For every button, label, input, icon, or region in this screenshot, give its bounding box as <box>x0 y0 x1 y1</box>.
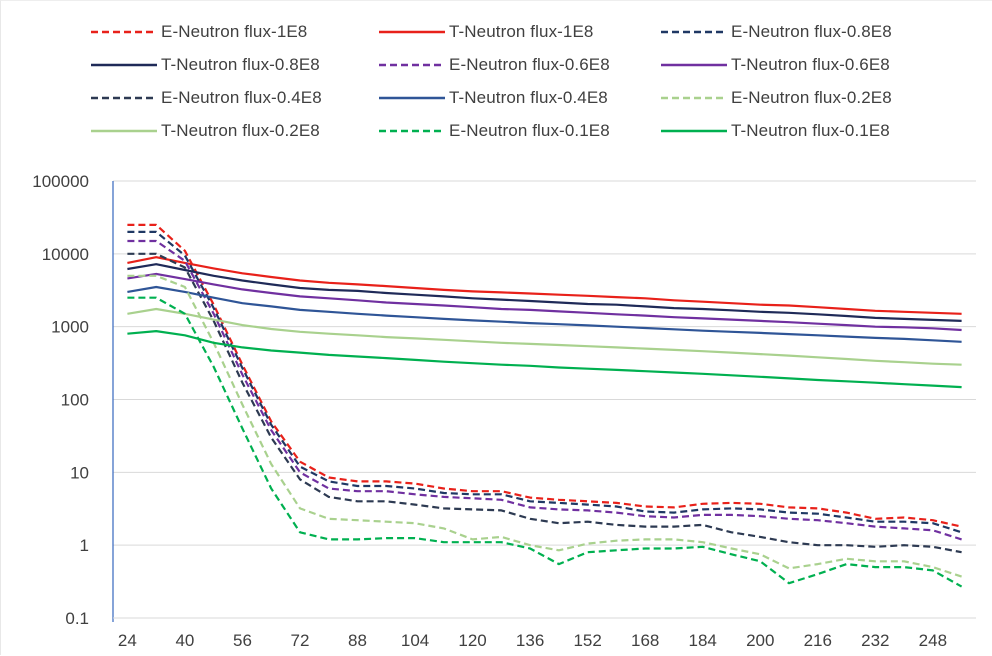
x-tick-label: 216 <box>804 631 832 650</box>
legend-label: E-Neutron flux-0.2E8 <box>731 88 892 107</box>
legend-swatch <box>661 30 727 34</box>
x-tick-label: 104 <box>401 631 429 650</box>
legend-item: E-Neutron flux-0.8E8 <box>661 20 892 44</box>
x-tick-label: 72 <box>291 631 310 650</box>
series-line-t-neutron-flux-0-1e8 <box>127 330 962 389</box>
y-tick-label: 10000 <box>42 245 89 264</box>
legend-item: T-Neutron flux-0.6E8 <box>661 53 890 77</box>
legend-swatch <box>379 129 445 133</box>
legend-label: E-Neutron flux-1E8 <box>161 22 308 41</box>
x-tick-label: 232 <box>861 631 889 650</box>
legend-swatch <box>91 129 157 133</box>
legend-label: E-Neutron flux-0.8E8 <box>731 22 892 41</box>
legend: E-Neutron flux-1E8 T-Neutron flux-1E8 E-Ne… <box>1 1 992 171</box>
legend-item: E-Neutron flux-0.6E8 <box>379 53 610 77</box>
legend-label: T-Neutron flux-0.6E8 <box>731 55 890 74</box>
legend-item: E-Neutron flux-0.2E8 <box>661 86 892 110</box>
legend-label: E-Neutron flux-0.6E8 <box>449 55 610 74</box>
legend-label: T-Neutron flux-0.8E8 <box>161 55 320 74</box>
series-line-e-neutron-flux-0-4e8 <box>127 252 962 554</box>
series-line-e-neutron-flux-0-2e8 <box>127 274 962 578</box>
legend-swatch <box>91 96 157 100</box>
legend-item: E-Neutron flux-1E8 <box>91 20 307 44</box>
series-line-e-neutron-flux-1e8 <box>127 223 962 528</box>
legend-label: E-Neutron flux-0.1E8 <box>449 121 610 140</box>
legend-item: E-Neutron flux-0.4E8 <box>91 86 322 110</box>
series-line-t-neutron-flux-0-4e8 <box>127 285 962 343</box>
series-line-e-neutron-flux-0-1e8 <box>127 296 963 588</box>
series-line-t-neutron-flux-1e8 <box>127 256 962 315</box>
legend-label: T-Neutron flux-0.4E8 <box>449 88 608 107</box>
x-tick-label: 248 <box>919 631 947 650</box>
x-tick-label: 120 <box>458 631 486 650</box>
legend-item: T-Neutron flux-0.1E8 <box>661 119 890 143</box>
legend-item: T-Neutron flux-0.4E8 <box>379 86 608 110</box>
y-tick-label: 1 <box>80 536 89 555</box>
legend-label: T-Neutron flux-0.2E8 <box>161 121 320 140</box>
legend-label: T-Neutron flux-0.1E8 <box>731 121 890 140</box>
y-tick-label: 100000 <box>32 172 89 191</box>
y-tick-label: 0.1 <box>65 609 89 628</box>
legend-item: T-Neutron flux-0.8E8 <box>91 53 320 77</box>
legend-swatch <box>379 96 445 100</box>
legend-swatch <box>661 96 727 100</box>
x-tick-label: 200 <box>746 631 774 650</box>
legend-swatch <box>661 63 727 67</box>
x-tick-label: 168 <box>631 631 659 650</box>
series-line-t-neutron-flux-0-8e8 <box>127 263 962 322</box>
series-line-e-neutron-flux-0-6e8 <box>127 239 962 541</box>
y-tick-label: 10 <box>70 463 89 482</box>
legend-swatch <box>91 63 157 67</box>
x-tick-label: 56 <box>233 631 252 650</box>
x-tick-label: 184 <box>689 631 717 650</box>
x-tick-label: 24 <box>118 631 137 650</box>
legend-swatch <box>91 30 157 34</box>
series-line-t-neutron-flux-0-6e8 <box>127 272 962 332</box>
x-tick-label: 136 <box>516 631 544 650</box>
legend-label: T-Neutron flux-1E8 <box>449 22 594 41</box>
legend-item: E-Neutron flux-0.1E8 <box>379 119 610 143</box>
x-tick-label: 88 <box>348 631 367 650</box>
legend-swatch <box>379 30 445 34</box>
y-tick-label: 1000 <box>51 318 89 337</box>
x-tick-label: 40 <box>175 631 194 650</box>
legend-swatch <box>379 63 445 67</box>
series-line-t-neutron-flux-0-2e8 <box>127 307 962 366</box>
legend-swatch <box>661 129 727 133</box>
legend-label: E-Neutron flux-0.4E8 <box>161 88 322 107</box>
legend-item: T-Neutron flux-1E8 <box>379 20 593 44</box>
y-tick-label: 100 <box>61 391 89 410</box>
legend-item: T-Neutron flux-0.2E8 <box>91 119 320 143</box>
series-line-e-neutron-flux-0-8e8 <box>127 230 962 534</box>
x-tick-label: 152 <box>573 631 601 650</box>
